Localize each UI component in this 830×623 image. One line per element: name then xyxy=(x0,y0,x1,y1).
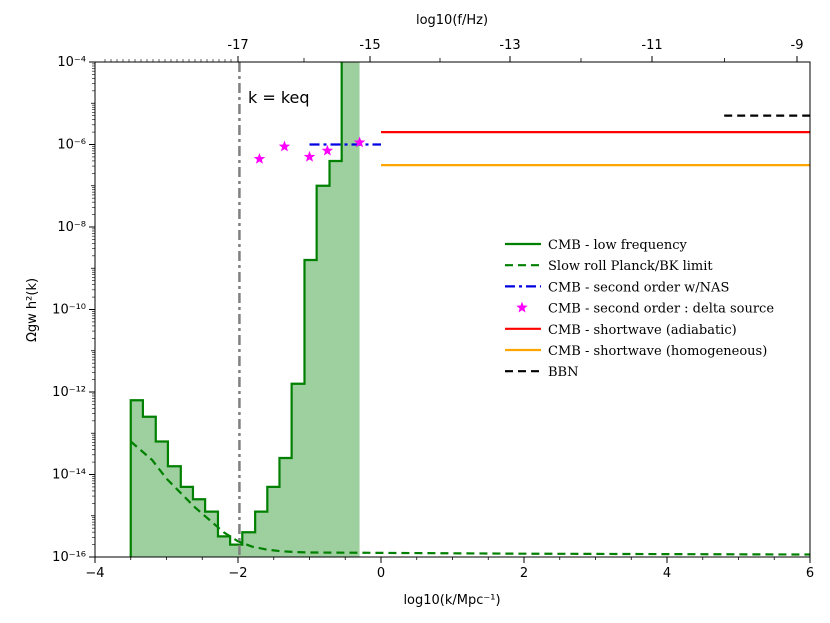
legend-label: BBN xyxy=(548,365,578,380)
x-tick-label: 0 xyxy=(377,566,385,581)
y-tick-label: 10⁻⁸ xyxy=(57,220,86,235)
top-axis-title: log10(f/Hz) xyxy=(416,13,488,28)
x-tick-label: −2 xyxy=(228,566,247,581)
y-tick-label: 10⁻¹⁶ xyxy=(52,550,86,565)
top-tick-label: -15 xyxy=(359,38,380,53)
legend-label: Slow roll Planck/BK limit xyxy=(548,259,713,274)
top-tick-label: -9 xyxy=(791,38,804,53)
delta-source-star-marker xyxy=(303,150,316,162)
x-axis-title: log10(k/Mpc⁻¹) xyxy=(403,593,500,608)
keq-annotation: k = keq xyxy=(248,88,310,107)
y-tick-label: 10⁻¹² xyxy=(52,385,86,400)
tick-layer: −4 −2 0 2 4 6 -17 -15 -13 -11 -9 10⁻¹⁶ 10⁻¹⁴ 10⁻¹² 10⁻… xyxy=(52,38,814,581)
top-tick-label: -13 xyxy=(499,38,520,53)
delta-source-star-marker xyxy=(353,136,366,148)
legend-label: CMB - second order : delta source xyxy=(548,302,774,317)
y-tick-label: 10⁻¹⁰ xyxy=(52,303,86,318)
y-tick-label: 10⁻¹⁴ xyxy=(52,468,86,483)
y-tick-label: 10⁻⁶ xyxy=(57,138,86,153)
top-tick-label: -11 xyxy=(641,38,662,53)
delta-source-star-marker xyxy=(321,144,334,156)
delta-source-star-marker xyxy=(278,140,291,152)
top-tick-label: -17 xyxy=(227,38,248,53)
fill-layer xyxy=(130,62,360,557)
legend-marker xyxy=(516,301,528,313)
x-tick-label: −4 xyxy=(85,566,104,581)
legend-label: CMB - shortwave (homogeneous) xyxy=(548,344,767,359)
series-layer xyxy=(129,62,810,557)
low-frequency-fill-area xyxy=(130,62,360,557)
legend: CMB - low frequency Slow roll Planck/BK l… xyxy=(505,238,774,380)
x-tick-label: 6 xyxy=(806,566,814,581)
legend-label: CMB - shortwave (adiabatic) xyxy=(548,323,737,338)
x-tick-label: 4 xyxy=(663,566,671,581)
series-line-1 xyxy=(130,440,810,556)
y-axis-title: Ωgw h²(k) xyxy=(25,278,40,342)
low-frequency-step-line xyxy=(129,62,343,557)
y-tick-label: 10⁻⁴ xyxy=(57,55,86,70)
legend-label: CMB - low frequency xyxy=(548,238,687,253)
marker-layer xyxy=(253,136,366,164)
x-tick-label: 2 xyxy=(520,566,528,581)
legend-label: CMB - second order w/NAS xyxy=(548,280,729,295)
delta-source-star-marker xyxy=(253,152,266,164)
